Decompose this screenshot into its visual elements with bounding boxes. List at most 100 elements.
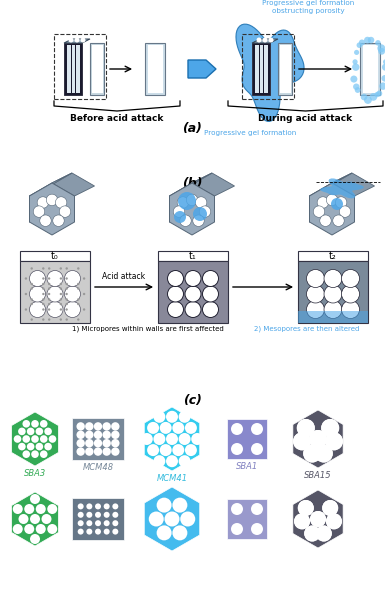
Circle shape [147, 422, 159, 434]
Circle shape [293, 432, 311, 450]
Circle shape [193, 207, 207, 221]
Circle shape [178, 192, 196, 210]
Bar [145, 43, 165, 95]
Circle shape [47, 504, 57, 514]
Circle shape [157, 498, 172, 513]
Circle shape [141, 433, 153, 445]
Circle shape [359, 40, 365, 46]
Polygon shape [310, 173, 352, 196]
Circle shape [31, 435, 39, 443]
Polygon shape [144, 407, 200, 471]
Circle shape [18, 443, 26, 450]
Circle shape [231, 503, 243, 515]
Text: 1) Micropores within walls are first affected: 1) Micropores within walls are first aff… [72, 326, 224, 332]
Polygon shape [52, 173, 94, 196]
Circle shape [48, 267, 50, 270]
Circle shape [13, 524, 23, 534]
Circle shape [111, 430, 119, 439]
Circle shape [294, 514, 310, 529]
Circle shape [195, 197, 207, 208]
Circle shape [85, 439, 94, 447]
Polygon shape [320, 178, 364, 199]
Circle shape [75, 37, 79, 43]
Circle shape [86, 512, 92, 518]
Text: (a): (a) [182, 122, 202, 135]
Polygon shape [30, 173, 72, 222]
Bar [90, 43, 104, 95]
Circle shape [297, 419, 315, 437]
Circle shape [31, 450, 39, 458]
Text: t₀: t₀ [51, 251, 59, 261]
Bar [153, 45, 157, 93]
Polygon shape [169, 183, 214, 235]
Circle shape [166, 455, 178, 467]
Circle shape [172, 444, 184, 456]
Circle shape [112, 529, 118, 535]
Circle shape [185, 270, 201, 287]
Polygon shape [30, 173, 72, 196]
Circle shape [304, 526, 320, 542]
Bar [242, 34, 294, 99]
Circle shape [48, 318, 50, 321]
Circle shape [153, 433, 166, 445]
Circle shape [80, 37, 85, 43]
Circle shape [65, 270, 80, 287]
Circle shape [376, 90, 382, 96]
Circle shape [48, 298, 50, 300]
Polygon shape [30, 183, 75, 235]
Circle shape [47, 270, 63, 287]
Bar [287, 45, 291, 93]
Circle shape [316, 526, 332, 542]
Circle shape [382, 75, 385, 82]
Circle shape [313, 206, 325, 217]
Circle shape [86, 503, 92, 509]
Circle shape [185, 286, 201, 302]
Polygon shape [144, 487, 200, 551]
Polygon shape [293, 410, 343, 468]
Bar [298, 311, 368, 323]
Circle shape [40, 435, 47, 443]
Circle shape [77, 303, 79, 305]
Circle shape [335, 197, 347, 208]
Circle shape [36, 504, 46, 514]
Circle shape [326, 514, 342, 529]
Circle shape [167, 286, 184, 302]
Circle shape [263, 37, 268, 43]
Circle shape [78, 529, 84, 535]
Circle shape [77, 430, 85, 439]
Bar [72, 498, 124, 540]
Bar [158, 261, 228, 323]
Circle shape [25, 308, 27, 311]
Bar [252, 43, 270, 95]
Circle shape [364, 96, 372, 104]
Circle shape [104, 512, 110, 518]
Circle shape [59, 206, 71, 217]
Circle shape [40, 450, 47, 458]
Text: t₁: t₁ [189, 251, 197, 261]
Circle shape [22, 435, 30, 443]
Circle shape [256, 37, 261, 43]
Circle shape [37, 197, 49, 208]
Circle shape [95, 512, 101, 518]
Circle shape [293, 432, 311, 450]
Circle shape [47, 286, 63, 302]
Polygon shape [310, 186, 330, 222]
Circle shape [166, 411, 178, 423]
Circle shape [60, 308, 62, 311]
Bar [92, 45, 95, 93]
Circle shape [30, 286, 45, 302]
Circle shape [352, 63, 360, 71]
Circle shape [173, 206, 185, 217]
FancyArrow shape [188, 60, 216, 78]
Text: SBA3: SBA3 [24, 469, 46, 478]
Circle shape [14, 435, 21, 443]
Circle shape [104, 503, 110, 509]
Polygon shape [12, 492, 59, 546]
Circle shape [85, 447, 94, 456]
Text: t₂: t₂ [329, 251, 337, 261]
Circle shape [167, 270, 184, 287]
Circle shape [341, 300, 360, 318]
Circle shape [35, 443, 43, 450]
Bar [96, 45, 99, 93]
Circle shape [298, 500, 314, 516]
